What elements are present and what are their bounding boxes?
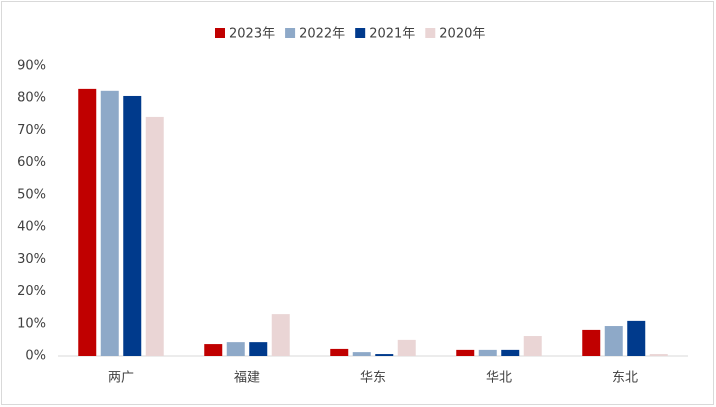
bar xyxy=(478,349,497,356)
x-tick-label: 华北 xyxy=(486,371,512,386)
bar xyxy=(100,90,119,357)
bar xyxy=(604,326,623,356)
legend-label: 2022年 xyxy=(299,27,345,42)
y-tick-label: 20% xyxy=(17,284,46,299)
bar xyxy=(145,116,164,357)
x-tick-label: 东北 xyxy=(612,371,638,386)
bar xyxy=(330,348,349,356)
bar xyxy=(523,336,542,356)
y-tick-label: 0% xyxy=(25,349,46,364)
bar xyxy=(582,329,601,356)
x-tick-label: 华东 xyxy=(360,371,386,386)
legend-label: 2021年 xyxy=(369,27,415,42)
bar xyxy=(123,95,142,356)
legend-swatch xyxy=(355,28,366,38)
legend-label: 2020年 xyxy=(439,27,485,42)
y-tick-label: 90% xyxy=(17,59,46,74)
y-tick-label: 50% xyxy=(17,187,46,202)
x-tick-label: 福建 xyxy=(234,371,260,386)
bar xyxy=(204,344,223,356)
x-tick-label: 两广 xyxy=(108,371,134,386)
y-tick-label: 40% xyxy=(17,220,46,235)
legend-swatch xyxy=(215,28,225,38)
y-tick-label: 10% xyxy=(17,316,46,331)
bar xyxy=(375,354,394,356)
bar xyxy=(627,320,646,356)
y-tick-label: 30% xyxy=(17,252,46,267)
legend-swatch xyxy=(425,28,436,38)
y-tick-label: 70% xyxy=(17,123,46,138)
bar xyxy=(249,342,268,356)
y-tick-label: 60% xyxy=(17,155,46,170)
bar xyxy=(501,349,520,356)
bar xyxy=(78,88,97,356)
legend-label: 2023年 xyxy=(229,27,275,42)
bar xyxy=(226,342,245,356)
bar xyxy=(352,352,371,356)
legend-swatch xyxy=(285,28,296,38)
bar xyxy=(397,339,416,356)
bar xyxy=(271,314,290,356)
bar xyxy=(456,349,475,356)
y-tick-label: 80% xyxy=(17,91,46,106)
bar xyxy=(649,354,668,356)
